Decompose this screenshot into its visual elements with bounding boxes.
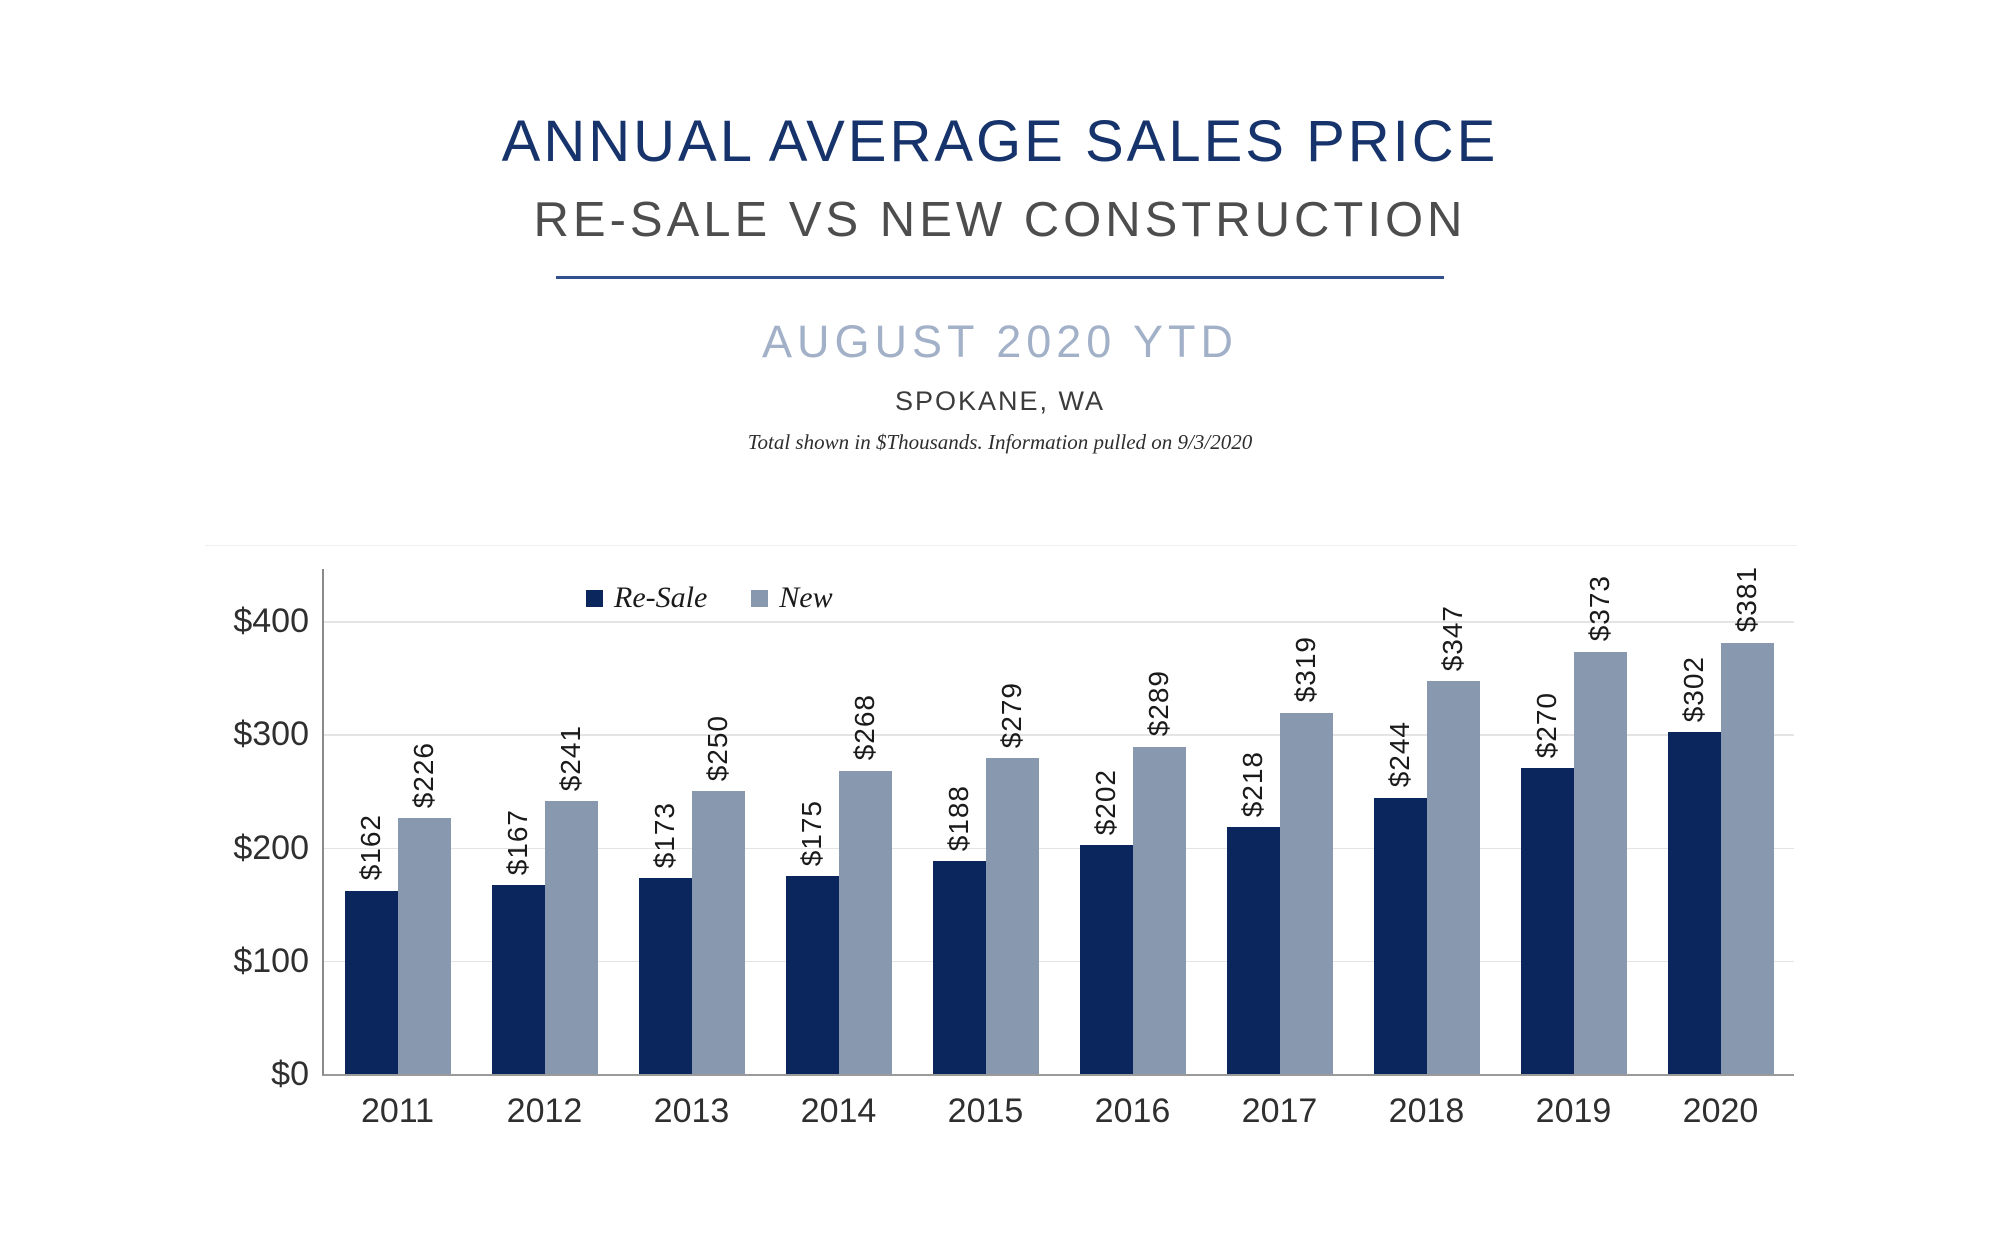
- location-label: SPOKANE, WA: [894, 386, 1106, 416]
- bar-resale-2012: [491, 884, 545, 1074]
- y-axis-label-100: $100: [233, 941, 309, 980]
- x-axis-label-2018: 2018: [1388, 1092, 1465, 1130]
- bar-resale-2019: [1520, 768, 1574, 1074]
- bar-value-label-resale-2011: $162: [355, 814, 386, 881]
- page-title: ANNUAL AVERAGE SALES PRICE: [501, 109, 1499, 174]
- bar-value-label-resale-2013: $173: [649, 801, 680, 869]
- bar-new-2020: [1720, 642, 1774, 1074]
- gridline-100: [324, 960, 1794, 963]
- bar-new-2016: [1132, 746, 1186, 1074]
- page-subtitle: RE-SALE VS NEW CONSTRUCTION: [533, 193, 1467, 247]
- bar-value-label-new-2020: $381: [1731, 566, 1762, 633]
- x-axis-label-2013: 2013: [653, 1092, 730, 1130]
- bar-resale-2015: [932, 861, 986, 1074]
- bar-new-2013: [691, 790, 745, 1074]
- x-axis-label-2017: 2017: [1241, 1092, 1318, 1130]
- header-divider: [556, 276, 1444, 279]
- bar-value-label-new-2013: $250: [702, 714, 733, 781]
- legend: Re-Sale New: [586, 583, 833, 613]
- bar-new-2014: [838, 770, 892, 1074]
- bar-new-2012: [544, 801, 598, 1074]
- gridline-400: [324, 621, 1794, 623]
- bar-resale-2020: [1667, 732, 1721, 1074]
- bar-value-label-resale-2014: $175: [796, 799, 827, 866]
- x-axis-label-2011: 2011: [360, 1092, 435, 1130]
- plot-area: Re-Sale New $0 $100 $200 $300 $400 $162 $226 201…: [233, 566, 1794, 1130]
- bar-new-2011: [397, 818, 451, 1074]
- y-axis-label-0: $0: [271, 1055, 309, 1093]
- bar-resale-2016: [1079, 845, 1133, 1074]
- bar-resale-2017: [1226, 827, 1280, 1074]
- bar-value-label-new-2014: $268: [849, 694, 880, 761]
- gridline-300: [324, 734, 1794, 736]
- bar-value-label-new-2017: $319: [1290, 636, 1321, 703]
- legend-swatch-new: [751, 589, 769, 607]
- x-axis-label-2012: 2012: [506, 1092, 583, 1130]
- bar-new-2018: [1426, 681, 1480, 1074]
- legend-label-resale: Re-Sale: [614, 581, 708, 614]
- x-axis-label-2020: 2020: [1682, 1092, 1759, 1130]
- x-axis-label-2015: 2015: [947, 1092, 1024, 1130]
- bar-resale-2014: [785, 875, 839, 1074]
- y-axis-label-300: $300: [233, 715, 309, 754]
- bar-value-label-new-2011: $226: [408, 741, 439, 809]
- bar-value-label-resale-2017: $218: [1237, 750, 1268, 818]
- x-axis-label-2019: 2019: [1535, 1092, 1612, 1130]
- bar-value-label-resale-2019: $270: [1531, 691, 1562, 759]
- legend-label-new: New: [779, 581, 833, 614]
- bar-new-2015: [985, 758, 1039, 1074]
- footnote: Total shown in $Thousands. Information p…: [747, 430, 1253, 454]
- y-axis-label-200: $200: [233, 828, 309, 867]
- sales-price-chart: Re-Sale New $0 $100 $200 $300 $400 $162 $226 201…: [205, 545, 1797, 1166]
- legend-item-resale: Re-Sale: [586, 583, 707, 613]
- bar-resale-2011: [344, 890, 398, 1074]
- bar-value-label-new-2012: $241: [555, 724, 586, 792]
- bar-value-label-new-2015: $279: [996, 681, 1027, 749]
- bar-value-label-new-2018: $347: [1437, 604, 1468, 672]
- x-axis-label-2016: 2016: [1094, 1092, 1171, 1130]
- bar-resale-2013: [638, 878, 692, 1074]
- bar-resale-2018: [1373, 797, 1427, 1074]
- bar-value-label-resale-2020: $302: [1678, 655, 1709, 722]
- legend-swatch-resale: [586, 589, 603, 607]
- bar-value-label-new-2016: $289: [1143, 670, 1174, 737]
- bar-value-label-resale-2018: $244: [1384, 721, 1415, 788]
- bar-value-label-resale-2016: $202: [1090, 768, 1121, 836]
- period-label: AUGUST 2020 YTD: [761, 316, 1238, 367]
- y-axis-label-400: $400: [233, 602, 309, 640]
- x-axis-label-2014: 2014: [800, 1092, 877, 1130]
- legend-item-new: New: [751, 581, 833, 614]
- gridline-200: [324, 847, 1794, 849]
- bar-value-label-resale-2012: $167: [502, 808, 533, 875]
- bar-value-label-new-2019: $373: [1584, 575, 1615, 642]
- bar-new-2019: [1573, 651, 1627, 1074]
- bar-new-2017: [1279, 712, 1333, 1074]
- bar-value-label-resale-2015: $188: [943, 784, 974, 852]
